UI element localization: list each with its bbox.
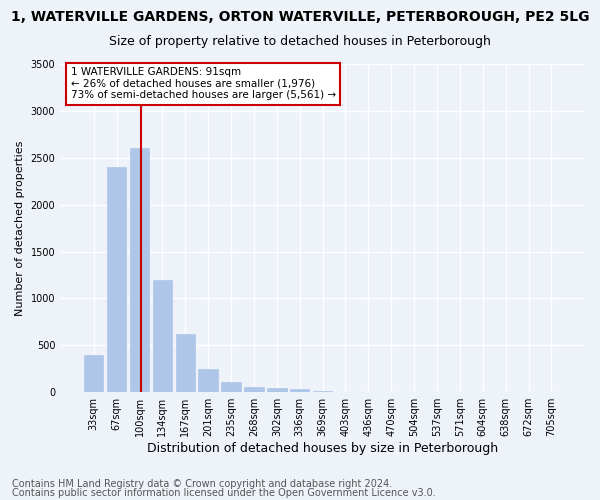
Bar [267,388,287,392]
Bar [176,334,195,392]
Text: Contains public sector information licensed under the Open Government Licence v3: Contains public sector information licen… [12,488,436,498]
Bar [290,390,310,392]
Bar [221,382,241,392]
Bar [199,369,218,392]
Bar [130,148,149,392]
Text: Size of property relative to detached houses in Peterborough: Size of property relative to detached ho… [109,35,491,48]
Bar [152,280,172,392]
Text: Contains HM Land Registry data © Crown copyright and database right 2024.: Contains HM Land Registry data © Crown c… [12,479,392,489]
Text: 1, WATERVILLE GARDENS, ORTON WATERVILLE, PETERBOROUGH, PE2 5LG: 1, WATERVILLE GARDENS, ORTON WATERVILLE,… [11,10,589,24]
Bar [84,354,103,392]
Bar [244,386,263,392]
Bar [107,167,127,392]
Text: 1 WATERVILLE GARDENS: 91sqm
← 26% of detached houses are smaller (1,976)
73% of : 1 WATERVILLE GARDENS: 91sqm ← 26% of det… [71,68,336,100]
X-axis label: Distribution of detached houses by size in Peterborough: Distribution of detached houses by size … [147,442,498,455]
Y-axis label: Number of detached properties: Number of detached properties [15,140,25,316]
